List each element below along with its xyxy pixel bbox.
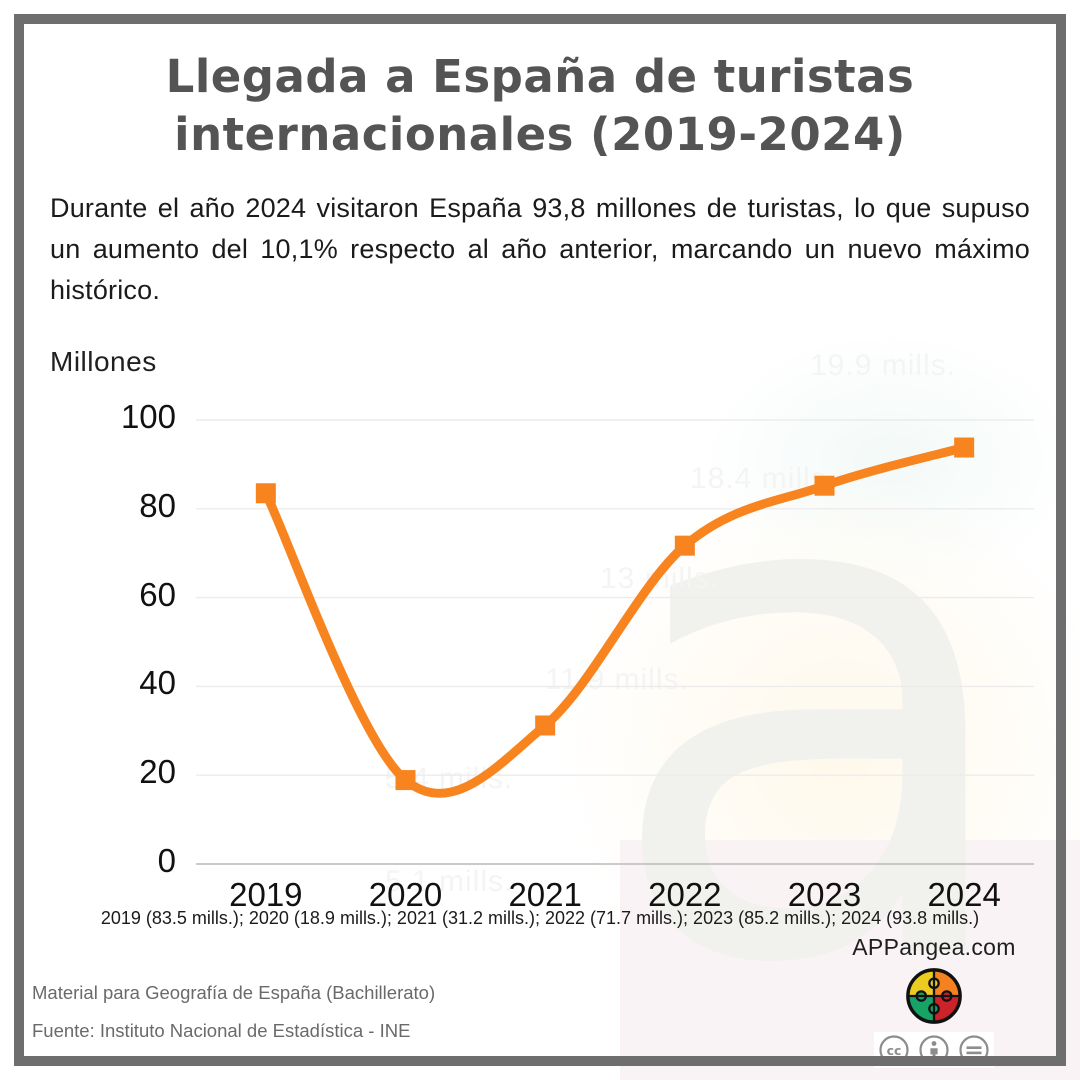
chart-canvas	[196, 419, 1034, 865]
x-axis-tick-label: 2024	[927, 876, 1001, 913]
page-title: Llegada a España de turistas internacion…	[165, 50, 915, 161]
y-axis-tick-label: 0	[157, 842, 176, 879]
brand-block: APPangea.com	[824, 934, 1044, 1068]
x-axis-tick-label: 2020	[368, 876, 443, 913]
data-point-marker[interactable]	[535, 715, 556, 736]
appangea-logo	[824, 967, 1044, 1025]
data-point-marker[interactable]	[674, 535, 695, 556]
footer-material-line: Material para Geografía de España (Bachi…	[32, 982, 436, 1003]
x-axis-tick-label: 2021	[508, 876, 582, 913]
data-point-marker[interactable]	[954, 437, 975, 458]
subtitle-text: Durante el año 2024 visitaron España 93,…	[50, 193, 1030, 305]
license-icons: cc	[874, 1032, 994, 1068]
y-axis-unit-label: Millones	[50, 346, 157, 377]
y-axis-tick-label: 100	[120, 398, 176, 435]
ghost-label: 19.9 mills.	[810, 349, 957, 382]
x-axis-tick-label: 2023	[787, 876, 862, 913]
nd-icon[interactable]	[958, 1034, 990, 1066]
footer-source-line: Fuente: Instituto Nacional de Estadístic…	[32, 1020, 411, 1041]
data-point-marker[interactable]	[814, 475, 835, 496]
y-axis-tick-label: 40	[139, 664, 176, 702]
by-icon[interactable]	[918, 1034, 950, 1066]
footer-notes: Material para Geografía de España (Bachi…	[32, 974, 435, 1050]
svg-text:cc: cc	[887, 1043, 902, 1058]
x-axis-tick-label: 2022	[648, 876, 722, 913]
data-line	[261, 443, 969, 798]
y-axis-tick-label: 80	[139, 486, 176, 524]
data-point-marker[interactable]	[255, 483, 276, 504]
data-value-list: 2019 (83.5 mills.); 2020 (18.9 mills.); …	[100, 908, 980, 928]
x-axis-tick-label: 2019	[229, 876, 303, 913]
line-chart: 0 20 40 60 80 100 2019 2020 2021 2022 2023 2024	[24, 384, 1056, 913]
data-point-marker[interactable]	[395, 770, 416, 791]
brand-name[interactable]: APPangea.com	[852, 934, 1016, 960]
y-axis-tick-label: 20	[139, 753, 176, 791]
cc-icon[interactable]: cc	[878, 1034, 910, 1066]
puzzle-logo-icon	[906, 968, 962, 1024]
y-axis-tick-label: 60	[139, 575, 176, 613]
